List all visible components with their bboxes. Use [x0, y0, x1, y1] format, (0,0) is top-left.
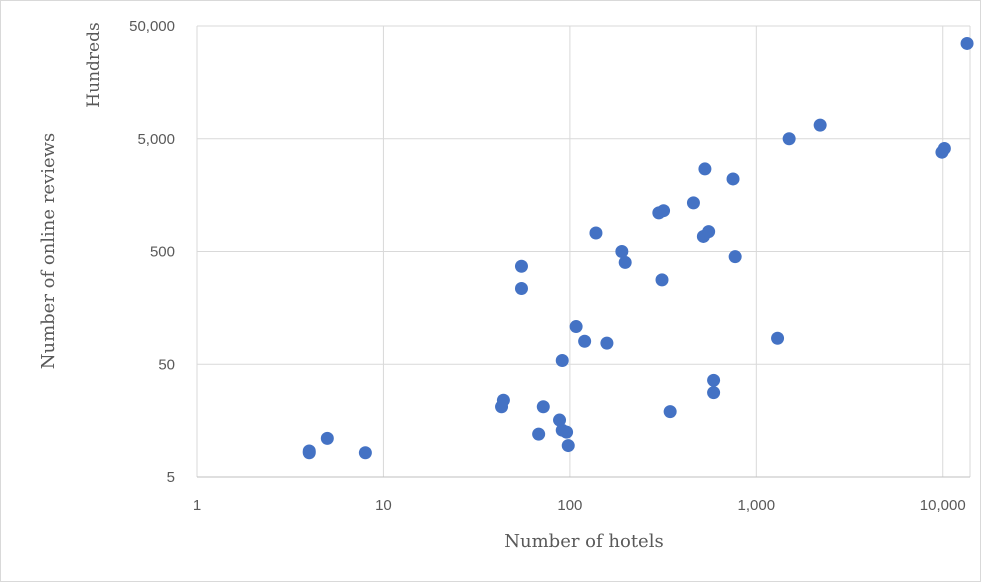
data-point — [698, 162, 712, 176]
data-point — [657, 204, 671, 218]
data-point — [532, 427, 546, 441]
x-tick-label: 10,000 — [920, 497, 966, 514]
data-point — [702, 225, 716, 239]
data-point — [561, 439, 575, 453]
data-point — [514, 281, 528, 295]
data-point — [960, 36, 974, 50]
data-point — [813, 118, 827, 132]
data-point — [560, 425, 574, 439]
y-tick-label: 50,000 — [129, 18, 175, 35]
data-point — [782, 132, 796, 146]
tick-label-layer: 1 10 100 1,000 10,000 5 50 500 5,000 50,000 — [129, 18, 966, 514]
x-tick-label: 1,000 — [738, 497, 776, 514]
y-unit-label: Hundreds — [84, 22, 104, 107]
data-point — [536, 400, 550, 414]
data-point — [496, 393, 510, 407]
data-point — [618, 255, 632, 269]
data-point — [302, 446, 316, 460]
x-axis-title: Number of hotels — [504, 531, 663, 552]
data-point — [726, 172, 740, 186]
y-axis-title: Number of online reviews — [38, 133, 59, 370]
x-tick-label: 10 — [375, 497, 392, 514]
data-point — [663, 405, 677, 419]
data-point — [514, 259, 528, 273]
data-point — [358, 446, 372, 460]
data-point — [578, 334, 592, 348]
data-point — [686, 196, 700, 210]
data-point — [937, 141, 951, 155]
data-point — [555, 353, 569, 367]
data-point — [600, 336, 614, 350]
data-point — [615, 245, 629, 258]
x-tick-label: 100 — [557, 497, 582, 514]
data-point — [655, 273, 669, 287]
data-point — [771, 331, 785, 345]
data-point — [707, 386, 721, 400]
x-tick-label: 1 — [193, 497, 201, 514]
grid-layer — [196, 25, 971, 478]
y-tick-label: 500 — [150, 244, 175, 261]
data-point — [728, 250, 742, 264]
data-point — [569, 320, 583, 334]
y-tick-label: 5,000 — [137, 131, 175, 148]
data-point-layer — [302, 36, 974, 460]
y-tick-label: 50 — [158, 356, 175, 373]
data-point — [589, 226, 603, 240]
data-point — [707, 373, 721, 387]
y-tick-label: 5 — [167, 469, 175, 486]
data-point — [320, 431, 334, 445]
data-point — [553, 413, 567, 427]
